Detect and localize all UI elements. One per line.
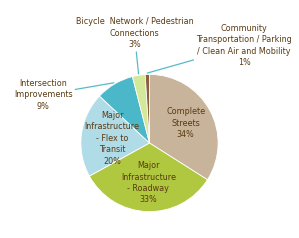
- Wedge shape: [145, 74, 150, 143]
- Wedge shape: [100, 77, 150, 143]
- Text: Major
Infrastructure
- Roadway
33%: Major Infrastructure - Roadway 33%: [121, 161, 176, 204]
- Text: Community
Transportation / Parking
/ Clean Air and Mobility
1%: Community Transportation / Parking / Cle…: [147, 24, 292, 73]
- Text: Major
Infrastructure
- Flex to
Transit
20%: Major Infrastructure - Flex to Transit 2…: [85, 111, 140, 166]
- Wedge shape: [89, 143, 208, 212]
- Wedge shape: [81, 96, 150, 176]
- Text: Bicycle  Network / Pedestrian
Connections
3%: Bicycle Network / Pedestrian Connections…: [76, 17, 193, 74]
- Text: Complete
Streets
34%: Complete Streets 34%: [166, 107, 205, 139]
- Text: Intersection
Improvements
9%: Intersection Improvements 9%: [14, 79, 114, 111]
- Wedge shape: [150, 74, 218, 180]
- Wedge shape: [132, 74, 150, 143]
